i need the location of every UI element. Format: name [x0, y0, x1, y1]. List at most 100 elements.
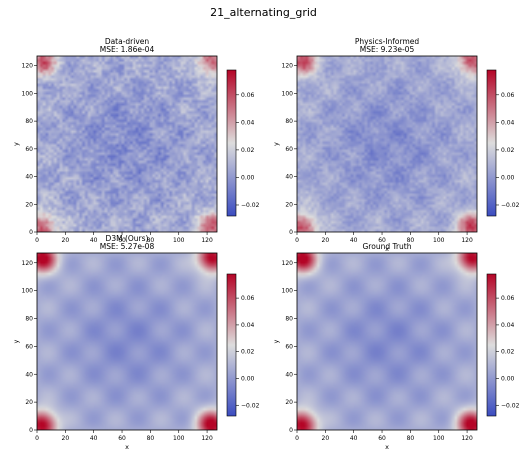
y-axis-label: y — [12, 339, 20, 343]
colorbar-tick-label: 0.06 — [241, 295, 255, 302]
colorbar-tick-label: 0.00 — [501, 375, 515, 382]
x-axis-label: x — [385, 443, 389, 451]
colorbar-gradient — [226, 273, 237, 417]
y-tick-label: 100 — [282, 288, 294, 295]
x-tick-label: 0 — [35, 435, 39, 442]
heatmap-image — [37, 253, 217, 430]
y-tick-label: 100 — [282, 90, 294, 97]
y-tick-label: 120 — [282, 63, 294, 70]
x-tick-label: 20 — [322, 435, 330, 442]
x-tick-label: 100 — [433, 435, 445, 442]
heatmap-panel-4: Ground Truth 0 20 40 60 80 100 120 0 20 40 60 80 100 1… — [272, 242, 520, 451]
heatmap-image — [37, 56, 217, 232]
y-tick-label: 80 — [285, 316, 293, 323]
y-tick-label: 80 — [25, 118, 33, 125]
x-tick-label: 0 — [295, 237, 299, 244]
panel-title: D3M (Ours) — [106, 234, 149, 243]
x-tick-label: 120 — [201, 237, 213, 244]
x-tick-label: 80 — [147, 237, 155, 244]
y-tick-label: 60 — [285, 343, 293, 350]
colorbar-tick-label: 0.00 — [241, 375, 255, 382]
y-tick-label: 20 — [285, 201, 293, 208]
colorbar: 0.06 0.04 0.02 0.00 −0.02 — [226, 273, 260, 417]
y-tick-label: 60 — [25, 146, 33, 153]
colorbar-tick-label: 0.04 — [501, 119, 515, 126]
y-tick-label: 0 — [29, 229, 33, 236]
x-tick-label: 20 — [62, 237, 70, 244]
colorbar-tick-label: 0.06 — [241, 92, 255, 99]
colorbar: 0.06 0.04 0.02 0.00 −0.02 — [486, 273, 520, 417]
y-tick-label: 20 — [25, 201, 33, 208]
colorbar-tick-label: 0.00 — [241, 174, 255, 181]
x-tick-label: 40 — [90, 237, 98, 244]
colorbar-tick-label: −0.02 — [241, 402, 260, 409]
x-tick-label: 0 — [295, 435, 299, 442]
y-tick-label: 60 — [25, 343, 33, 350]
y-tick-label: 20 — [25, 399, 33, 406]
y-tick-label: 40 — [25, 174, 33, 181]
colorbar: 0.06 0.04 0.02 0.00 −0.02 — [486, 69, 520, 217]
y-tick-label: 120 — [22, 260, 34, 267]
panel-title: Physics-Informed — [355, 37, 420, 46]
y-axis-label: y — [272, 339, 280, 343]
figure-suptitle: 21_alternating_grid — [210, 6, 317, 19]
axes-frame — [296, 252, 478, 431]
colorbar-tick-label: 0.02 — [501, 147, 515, 154]
panel-title: Ground Truth — [363, 242, 412, 251]
axes-frame — [296, 55, 478, 233]
y-tick-label: 120 — [22, 63, 34, 70]
x-tick-label: 120 — [461, 435, 473, 442]
y-tick-label: 120 — [282, 260, 294, 267]
x-tick-label: 60 — [378, 237, 386, 244]
x-tick-label: 60 — [378, 435, 386, 442]
y-tick-label: 80 — [285, 118, 293, 125]
colorbar-tick-label: 0.00 — [501, 174, 515, 181]
colorbar-tick-label: −0.02 — [241, 202, 260, 209]
y-tick-label: 0 — [29, 427, 33, 434]
x-tick-label: 120 — [461, 237, 473, 244]
colorbar-tick-label: 0.02 — [241, 147, 255, 154]
x-tick-label: 100 — [433, 237, 445, 244]
y-tick-label: 0 — [289, 229, 293, 236]
y-axis-label: y — [272, 142, 280, 146]
y-tick-label: 80 — [25, 316, 33, 323]
axes-frame — [36, 55, 218, 233]
heatmap-image — [297, 56, 477, 232]
panel-title: Data-driven — [105, 37, 150, 46]
axes-frame — [36, 252, 218, 431]
heatmap-image — [297, 253, 477, 430]
x-tick-label: 80 — [147, 435, 155, 442]
panel-subtitle: MSE: 5.27e-08 — [100, 242, 155, 251]
colorbar-tick-label: −0.02 — [501, 202, 520, 209]
colorbar-tick-label: 0.02 — [241, 349, 255, 356]
colorbar-tick-label: 0.02 — [501, 349, 515, 356]
y-tick-label: 0 — [289, 427, 293, 434]
x-tick-label: 20 — [322, 237, 330, 244]
y-tick-label: 60 — [285, 146, 293, 153]
colorbar-gradient — [226, 69, 237, 217]
y-axis-label: y — [12, 142, 20, 146]
x-tick-label: 40 — [350, 435, 358, 442]
x-tick-label: 0 — [35, 237, 39, 244]
panel-subtitle: MSE: 1.86e-04 — [100, 45, 155, 54]
colorbar-tick-label: 0.06 — [501, 92, 515, 99]
x-tick-label: 20 — [62, 435, 70, 442]
x-tick-label: 60 — [118, 435, 126, 442]
x-tick-label: 100 — [173, 435, 185, 442]
x-tick-label: 40 — [350, 237, 358, 244]
y-tick-label: 20 — [285, 399, 293, 406]
x-tick-label: 100 — [173, 237, 185, 244]
y-tick-label: 40 — [285, 371, 293, 378]
colorbar-tick-label: −0.02 — [501, 402, 520, 409]
x-tick-label: 40 — [90, 435, 98, 442]
colorbar-tick-label: 0.04 — [241, 119, 255, 126]
y-tick-label: 40 — [25, 371, 33, 378]
x-tick-label: 60 — [118, 237, 126, 244]
colorbar-tick-label: 0.04 — [241, 322, 255, 329]
heatmap-panel-3: D3M (Ours)MSE: 5.27e-08 0 20 40 60 80 100 120 0 2… — [12, 234, 260, 451]
x-tick-label: 80 — [407, 237, 415, 244]
x-tick-label: 120 — [201, 435, 213, 442]
